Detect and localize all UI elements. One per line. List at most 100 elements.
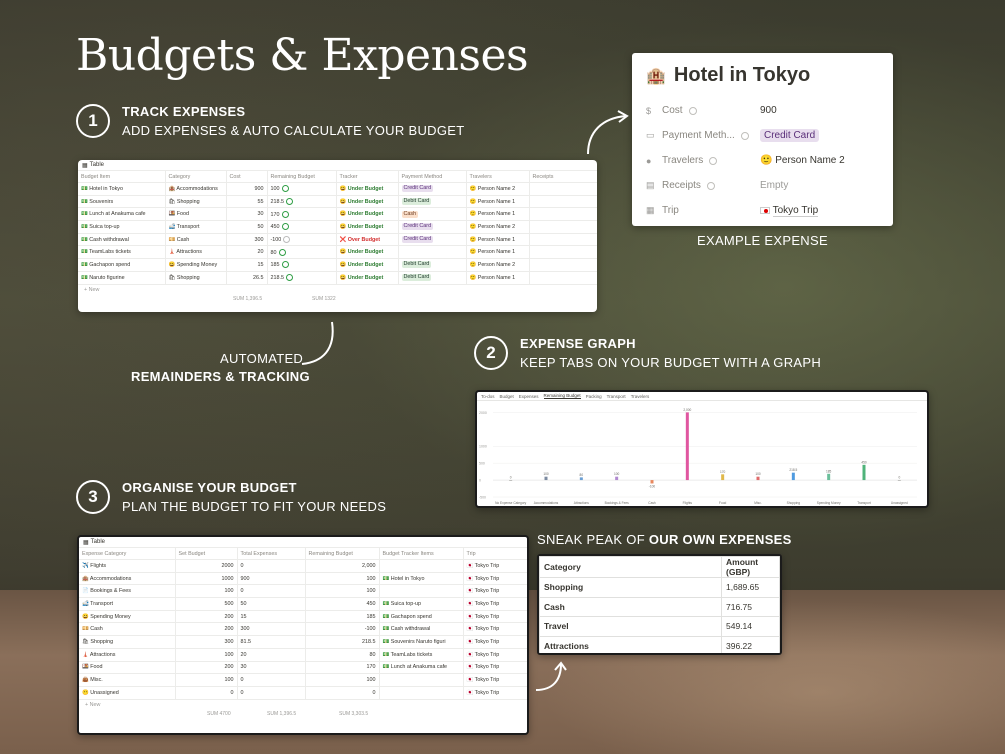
payment-cell[interactable]: Debit Card (398, 258, 467, 272)
category-cell[interactable]: 🚅 Transport (165, 220, 227, 234)
set-budget-cell[interactable]: 300 (175, 635, 238, 649)
total-expenses-cell[interactable]: 50 (237, 597, 306, 611)
remaining-cell[interactable]: 100 (267, 182, 337, 196)
payment-cell[interactable]: Debit Card (398, 270, 467, 285)
set-budget-cell[interactable]: 2000 (175, 559, 238, 573)
tracker-items-cell[interactable] (379, 685, 464, 700)
set-budget-cell[interactable]: 200 (175, 660, 238, 675)
set-budget-cell[interactable]: 100 (175, 647, 238, 662)
cost-cell[interactable]: 900 (226, 182, 268, 196)
table-view-tab[interactable]: ▦ Table (83, 539, 106, 546)
set-budget-cell[interactable]: 100 (175, 584, 238, 599)
graph-tab[interactable]: Budget (499, 393, 514, 399)
receipts-cell[interactable] (529, 245, 597, 260)
category-cell[interactable]: 🏨 Accommodations (165, 182, 227, 196)
payment-cell[interactable]: Debit Card (398, 194, 467, 209)
table-row[interactable]: 💵 Suica top-up 🚅 Transport 50 450 😀 Under Bu… (78, 220, 597, 234)
cost-cell[interactable]: 26.5 (226, 270, 268, 285)
tracker-items-cell[interactable]: 💵 Suica top-up (379, 597, 464, 611)
tracker-items-cell[interactable]: 💵 Cash withdrawal (379, 622, 464, 637)
budget-item-cell[interactable]: 💵 Naruto figurine (78, 270, 166, 285)
tracker-cell[interactable]: 😀 Under Budget (336, 194, 399, 209)
table-row[interactable]: 💵 Naruto figurine 🛍 Shopping 26.5 218.5 😀 Un… (78, 270, 597, 285)
set-budget-cell[interactable]: 500 (175, 597, 238, 611)
tracker-cell[interactable]: ❌ Over Budget (336, 232, 399, 247)
total-expenses-cell[interactable]: 81.5 (237, 635, 306, 649)
column-header[interactable]: Remaining Budget (267, 170, 337, 183)
column-header[interactable]: Tracker (336, 170, 399, 183)
trip-cell[interactable]: 🇯🇵 Tokyo Trip (463, 609, 527, 624)
traveler-cell[interactable]: 🙂 Person Name 1 (466, 270, 530, 285)
tracker-cell[interactable]: 😀 Under Budget (336, 270, 399, 285)
tracker-cell[interactable]: 😀 Under Budget (336, 207, 399, 222)
column-header[interactable]: Receipts (529, 170, 597, 183)
cost-cell[interactable]: 20 (226, 245, 268, 260)
total-expenses-cell[interactable]: 300 (237, 622, 306, 637)
column-header[interactable]: Set Budget (175, 547, 238, 560)
chart-bar[interactable] (721, 474, 725, 481)
traveler-cell[interactable]: 🙂 Person Name 2 (466, 220, 530, 234)
remaining-cell[interactable]: 218.5 (267, 270, 337, 285)
cost-cell[interactable]: 300 (226, 232, 268, 247)
receipts-cell[interactable] (529, 232, 597, 247)
property-value[interactable]: Tokyo Trip (760, 205, 819, 217)
category-cell[interactable]: 🗼 Attractions (165, 245, 227, 260)
chart-bar[interactable] (756, 476, 760, 481)
graph-tab[interactable]: Travelers (630, 393, 650, 399)
payment-cell[interactable] (398, 245, 467, 260)
remaining-cell[interactable]: 450 (267, 220, 337, 234)
column-header[interactable]: Remaining Budget (305, 547, 380, 560)
tracker-cell[interactable]: 😀 Under Budget (336, 182, 399, 196)
table-row[interactable]: 🚅 Transport 500 50 450 💵 Suica top-up 🇯🇵 Toky… (79, 597, 527, 611)
budget-item-cell[interactable]: 💵 Gachapon spend (78, 258, 166, 272)
graph-tab[interactable]: Transport (606, 393, 626, 399)
receipts-cell[interactable] (529, 258, 597, 272)
chart-bar[interactable] (862, 464, 866, 481)
table-row[interactable]: 👜 Misc. 100 0 100 🇯🇵 Tokyo Trip (79, 673, 527, 687)
receipts-cell[interactable] (529, 207, 597, 222)
remaining-cell[interactable]: 170 (267, 207, 337, 222)
table-row[interactable]: 🗼 Attractions 100 20 80 💵 TeamLabs tickets 🇯🇵… (79, 647, 527, 662)
category-cell[interactable]: 🗼 Attractions (79, 647, 176, 662)
cost-cell[interactable]: 30 (226, 207, 268, 222)
remaining-budget-cell[interactable]: 100 (305, 571, 380, 586)
trip-cell[interactable]: 🇯🇵 Tokyo Trip (463, 622, 527, 637)
chart-bar[interactable] (615, 476, 619, 481)
tracker-items-cell[interactable]: 💵 Lunch at Anakuma cafe (379, 660, 464, 675)
trip-cell[interactable]: 🇯🇵 Tokyo Trip (463, 647, 527, 662)
traveler-cell[interactable]: 🙂 Person Name 2 (466, 182, 530, 196)
category-cell[interactable]: 😶 Unassigned (79, 685, 176, 700)
traveler-cell[interactable]: 🙂 Person Name 1 (466, 207, 530, 222)
remaining-budget-cell[interactable]: 218.5 (305, 635, 380, 649)
table-row[interactable]: 💵 TeamLabs tickets 🗼 Attractions 20 80 😀 Und… (78, 245, 597, 260)
traveler-cell[interactable]: 🙂 Person Name 1 (466, 232, 530, 247)
trip-cell[interactable]: 🇯🇵 Tokyo Trip (463, 685, 527, 700)
set-budget-cell[interactable]: 0 (175, 685, 238, 700)
receipts-cell[interactable] (529, 194, 597, 209)
table-row[interactable]: 💵 Lunch at Anakuma cafe 🍱 Food 30 170 😀 Unde… (78, 207, 597, 222)
table-row[interactable]: 💵 Souvenirs 🛍 Shopping 55 218.5 😀 Under Budg… (78, 194, 597, 209)
column-header[interactable]: Cost (226, 170, 268, 183)
chart-bar[interactable] (827, 473, 831, 481)
chart-bar[interactable] (544, 476, 548, 481)
table-row[interactable]: 📄 Bookings & Fees 100 0 100 🇯🇵 Tokyo Trip (79, 584, 527, 599)
tracker-items-cell[interactable]: 💵 TeamLabs tickets (379, 647, 464, 662)
remaining-budget-cell[interactable]: 100 (305, 584, 380, 599)
category-cell[interactable]: 🍱 Food (165, 207, 227, 222)
trip-cell[interactable]: 🇯🇵 Tokyo Trip (463, 635, 527, 649)
category-cell[interactable]: 🚅 Transport (79, 597, 176, 611)
column-header[interactable]: Payment Method (398, 170, 467, 183)
remaining-cell[interactable]: -100 (267, 232, 337, 247)
budget-item-cell[interactable]: 💵 Cash withdrawal (78, 232, 166, 247)
column-header[interactable]: Budget Tracker Items (379, 547, 464, 560)
receipts-cell[interactable] (529, 270, 597, 285)
remaining-cell[interactable]: 80 (267, 245, 337, 260)
chart-bar[interactable] (791, 472, 795, 481)
budget-item-cell[interactable]: 💵 Lunch at Anakuma cafe (78, 207, 166, 222)
category-cell[interactable]: 🍱 Food (79, 660, 176, 675)
cost-cell[interactable]: 15 (226, 258, 268, 272)
trip-cell[interactable]: 🇯🇵 Tokyo Trip (463, 584, 527, 599)
remaining-budget-cell[interactable]: 185 (305, 609, 380, 624)
remaining-budget-cell[interactable]: 2,000 (305, 559, 380, 573)
category-cell[interactable]: 🛍 Shopping (165, 270, 227, 285)
